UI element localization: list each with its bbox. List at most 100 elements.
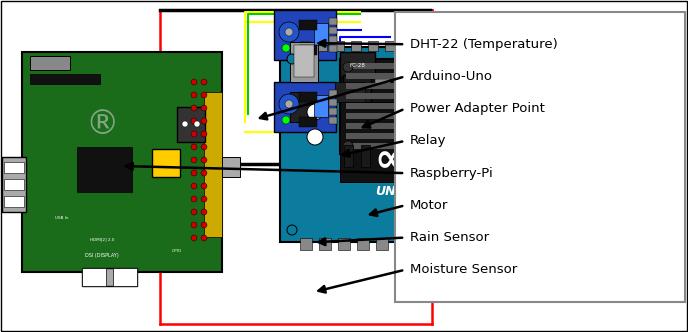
Text: FC-28: FC-28	[349, 62, 365, 67]
Bar	[395, 238, 407, 250]
Bar	[346, 63, 464, 69]
Circle shape	[74, 99, 130, 155]
Bar	[351, 41, 361, 51]
Circle shape	[201, 118, 207, 124]
Circle shape	[279, 94, 299, 114]
Circle shape	[307, 129, 323, 145]
Text: USB In: USB In	[55, 216, 69, 220]
Bar	[300, 41, 310, 51]
Bar	[319, 238, 331, 250]
Bar	[447, 280, 454, 292]
Circle shape	[191, 157, 197, 163]
Bar	[329, 18, 337, 25]
Bar	[343, 75, 371, 147]
Bar	[329, 36, 337, 43]
Bar	[395, 12, 685, 302]
Circle shape	[287, 54, 297, 64]
Bar	[446, 105, 456, 117]
Bar	[4, 162, 24, 173]
Bar	[346, 143, 464, 149]
Text: HDMI[2] 2.0: HDMI[2] 2.0	[90, 237, 114, 241]
Text: Relay: Relay	[410, 134, 447, 147]
Text: ®: ®	[85, 108, 119, 140]
Bar	[502, 48, 530, 62]
Bar	[470, 99, 510, 214]
Text: Raspberry-Pi: Raspberry-Pi	[410, 167, 494, 180]
Bar	[490, 62, 542, 137]
Circle shape	[343, 141, 353, 151]
Circle shape	[191, 235, 197, 241]
Bar	[346, 103, 464, 109]
Circle shape	[191, 92, 197, 98]
Circle shape	[201, 92, 207, 98]
Bar	[329, 99, 337, 106]
Circle shape	[201, 79, 207, 85]
Bar	[152, 149, 180, 177]
Circle shape	[191, 209, 197, 215]
Circle shape	[201, 131, 207, 137]
Bar	[204, 92, 222, 237]
Bar	[419, 41, 429, 51]
Bar	[542, 92, 562, 107]
Circle shape	[506, 89, 526, 109]
Bar	[4, 196, 24, 207]
Bar	[314, 95, 328, 117]
Bar	[376, 238, 388, 250]
Bar	[436, 280, 443, 292]
Bar	[82, 268, 137, 286]
Bar	[340, 52, 375, 77]
Bar	[346, 83, 464, 89]
Circle shape	[343, 62, 353, 72]
Circle shape	[191, 183, 197, 189]
Bar	[329, 117, 337, 124]
Circle shape	[201, 209, 207, 215]
Bar	[368, 41, 378, 51]
Bar	[314, 23, 328, 45]
Circle shape	[201, 235, 207, 241]
Text: Motor: Motor	[410, 199, 449, 212]
Bar	[446, 162, 456, 174]
Bar	[300, 238, 312, 250]
Circle shape	[285, 100, 293, 108]
Bar	[498, 197, 506, 209]
Circle shape	[182, 121, 188, 127]
Bar	[446, 200, 456, 212]
Circle shape	[201, 222, 207, 228]
Text: GPIO: GPIO	[172, 249, 182, 253]
Bar	[290, 92, 312, 122]
Text: DHT-22 (Temperature): DHT-22 (Temperature)	[410, 38, 558, 51]
Circle shape	[201, 157, 207, 163]
Bar	[495, 132, 537, 162]
Bar	[346, 123, 464, 129]
Bar	[290, 42, 318, 82]
Circle shape	[194, 121, 200, 127]
Bar	[357, 238, 369, 250]
Bar	[458, 280, 465, 292]
Bar	[274, 10, 336, 60]
Bar	[82, 268, 106, 286]
Circle shape	[287, 225, 297, 235]
Bar	[4, 179, 24, 190]
Bar	[385, 41, 395, 51]
Circle shape	[433, 225, 443, 235]
Bar	[299, 45, 317, 55]
Bar	[329, 45, 337, 52]
Circle shape	[191, 144, 197, 150]
Bar	[299, 20, 317, 30]
Bar	[329, 108, 337, 115]
Bar	[338, 238, 350, 250]
Bar	[299, 117, 317, 127]
Circle shape	[191, 196, 197, 202]
Bar	[476, 197, 484, 209]
Bar	[344, 145, 353, 167]
Bar	[346, 113, 464, 119]
Bar	[414, 238, 426, 250]
Circle shape	[457, 141, 467, 151]
Bar	[335, 82, 365, 102]
Bar	[346, 93, 464, 99]
Bar	[346, 133, 464, 139]
Bar	[446, 67, 456, 79]
Text: ∞: ∞	[374, 141, 407, 179]
Circle shape	[201, 144, 207, 150]
Bar	[346, 73, 464, 79]
